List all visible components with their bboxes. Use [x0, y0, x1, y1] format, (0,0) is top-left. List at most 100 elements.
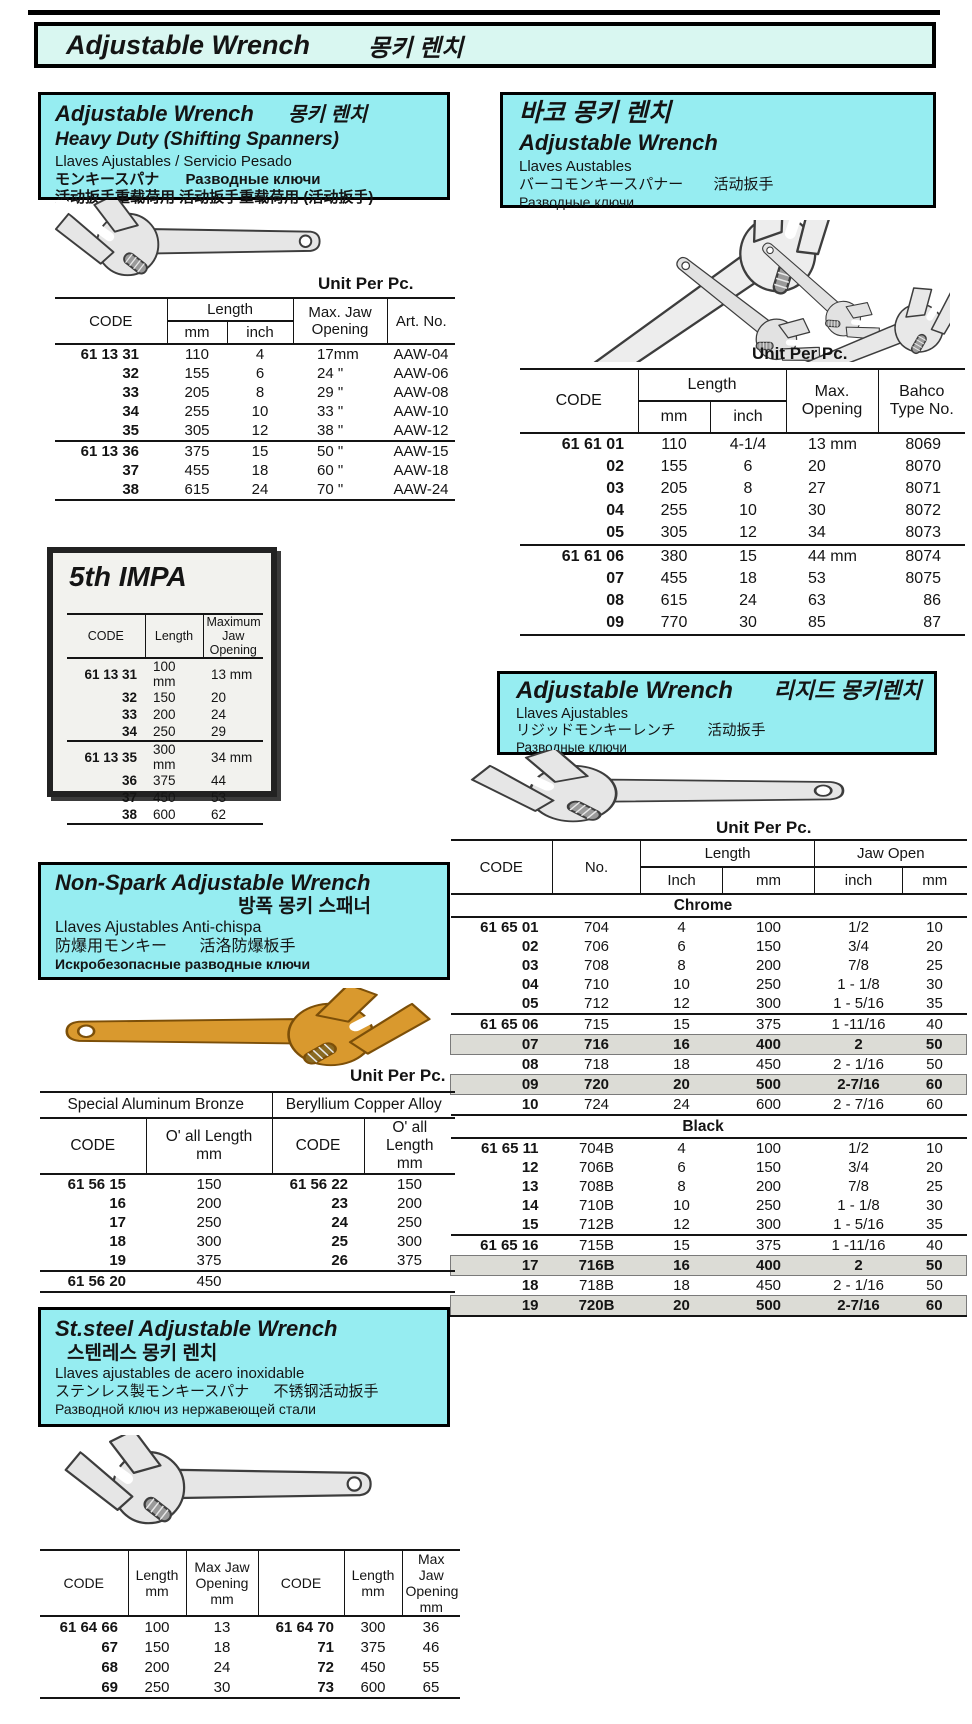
table-cell: 450: [755, 1056, 782, 1073]
table-cell: 2-7/16: [814, 1074, 903, 1095]
nonspark-line-zh: 活洛防爆板手: [199, 938, 296, 955]
table-cell: 71: [317, 1638, 334, 1656]
table-cell: 720: [552, 1074, 641, 1095]
col-header-code: CODE: [40, 1118, 146, 1175]
ststeel-wrench-illustration: [48, 1435, 378, 1540]
table-row: 61 13 31 110 4 17mm AAW-04: [55, 344, 455, 364]
table-cell: 10: [251, 403, 269, 420]
table-row: 18 300 25 300: [40, 1232, 455, 1251]
table-cell: 375: [722, 1013, 815, 1035]
table-cell: 4: [677, 1140, 686, 1157]
ststeel-title-en: St.steel Adjustable Wrench: [55, 1316, 338, 1341]
col-header-oall-length: O' all Length mm: [145, 1118, 272, 1175]
table-cell: 30: [926, 976, 943, 993]
bahco-line-es: Llaves Austables: [519, 158, 632, 175]
table-cell: 44: [211, 773, 227, 788]
table-cell: 38: [122, 481, 139, 498]
table-cell: 24: [211, 707, 227, 722]
table-cell: 16: [640, 1034, 723, 1055]
table-cell: 4: [255, 346, 265, 363]
bahco-line-ja: バーコモンキースパナー: [519, 176, 684, 193]
heavy-duty-wrench-illustration: [36, 200, 326, 295]
table-cell: 100: [144, 1618, 170, 1636]
table-cell: 73: [317, 1678, 334, 1696]
page-title: Adjustable Wrench 몽키 렌치: [34, 22, 936, 68]
heavy-duty-line-zh: 活动扳手重载荷用 活动扳手重载荷用 (活动扳手): [55, 189, 374, 206]
table-row: 12 706B 6 150 3/4 20: [451, 1158, 967, 1177]
table-cell: 375: [196, 1252, 222, 1269]
heavy-duty-title-en: Adjustable Wrench: [55, 101, 254, 126]
table-cell: 6: [743, 458, 753, 475]
chrome-black-table: CODE No. Length Jaw Open Inch mm inch mm…: [450, 839, 968, 1317]
table-cell: 61 13 35: [67, 740, 145, 772]
unit-per-pc-label: Unit Per Pc.: [752, 344, 848, 363]
table-row: 61 65 11 704B 4 100 1/2 10: [451, 1138, 967, 1158]
table-cell: 17: [450, 1255, 553, 1276]
page-title-en: Adjustable Wrench: [66, 29, 311, 60]
table-cell: 1 - 5/16: [833, 995, 884, 1012]
table-cell: 24: [251, 481, 269, 498]
table-cell: 1 - 1/8: [837, 976, 880, 993]
table-cell: 155: [184, 365, 210, 382]
table-cell: 1/2: [848, 1140, 869, 1157]
table-cell: 35: [926, 995, 943, 1012]
table-cell: 61 61 01: [561, 436, 624, 453]
table-row: 37 455 18 60 " AAW-18: [55, 461, 455, 480]
table-cell: 704B: [578, 1140, 615, 1157]
table-cell: 6: [255, 365, 265, 382]
ststeel-section-box: St.steel Adjustable Wrench 스텐레스 몽키 렌치 Ll…: [38, 1307, 450, 1427]
table-row: 61 56 20 450: [40, 1270, 455, 1292]
col-header-mm: mm: [166, 321, 227, 345]
table-cell: 13 mm: [211, 666, 253, 682]
table-cell: 61 13 36: [55, 440, 167, 461]
col-header-length: Length mm: [127, 1550, 186, 1617]
table-cell: 715: [552, 1013, 641, 1035]
col-header-code: CODE: [271, 1118, 364, 1175]
rigid-title-en: Adjustable Wrench: [516, 677, 733, 704]
table-row: 38 600 62: [67, 806, 263, 824]
table-cell: 23: [331, 1195, 348, 1212]
table-row: 61 61 01 110 4-1/4 13 mm 8069: [520, 433, 965, 456]
heavy-duty-subtitle: Heavy Duty (Shifting Spanners): [55, 129, 339, 150]
table-cell: 708B: [578, 1178, 615, 1195]
col-header-code: CODE: [55, 298, 167, 345]
table-cell: 250: [153, 724, 176, 739]
table-cell: 44 mm: [786, 544, 878, 568]
page-top-rule: [28, 10, 940, 15]
table-row: 04 710 10 250 1 - 1/8 30: [451, 975, 967, 994]
table-cell: 712: [583, 995, 610, 1012]
table-cell: 50: [926, 1056, 943, 1073]
col-header-code: CODE: [257, 1550, 344, 1617]
table-cell: 33: [121, 707, 137, 722]
table-cell: 10: [739, 502, 757, 519]
table-row: 19 375 26 375: [40, 1251, 455, 1271]
nonspark-wrench-illustration: [58, 988, 450, 1078]
bahco-group-1: 61 61 01 110 4-1/4 13 mm 8069 02 155 6 20 8070 03 2…: [520, 433, 965, 545]
table-cell: 150: [396, 1176, 423, 1193]
table-cell: 87: [923, 614, 941, 631]
table-cell: 110: [661, 436, 687, 453]
table-cell: 24: [213, 1658, 231, 1676]
table-cell: 704: [583, 919, 610, 936]
table-row: 34 250 29: [67, 723, 263, 741]
table-cell: 18: [251, 462, 269, 479]
table-cell: 710: [583, 976, 610, 993]
table-cell: 450: [360, 1658, 386, 1676]
nonspark-group-1: 61 56 15 150 61 56 22 150 16 200 23 200 17 250 24 2…: [40, 1174, 455, 1271]
table-cell: 33: [122, 384, 139, 401]
table-cell: [364, 1270, 455, 1292]
table-cell: 08: [606, 592, 624, 609]
col-header-mm: mm: [721, 867, 815, 895]
table-cell: 12: [739, 524, 757, 541]
table-cell: 09: [450, 1074, 553, 1095]
col-header-jaw: Max. Jaw Opening: [292, 298, 388, 345]
table-row: 05 712 12 300 1 - 5/16 35: [451, 994, 967, 1014]
table-cell: 500: [722, 1295, 815, 1317]
table-cell: 61 61 06: [520, 544, 638, 568]
table-row: 09 720 20 500 2-7/16 60: [450, 1074, 968, 1095]
table-row: 68 200 24 72 450 55: [40, 1657, 460, 1677]
table-cell: 380: [638, 544, 710, 568]
heavy-duty-title-ko: 몽키 렌치: [287, 104, 368, 126]
table-cell: 4: [677, 919, 686, 936]
